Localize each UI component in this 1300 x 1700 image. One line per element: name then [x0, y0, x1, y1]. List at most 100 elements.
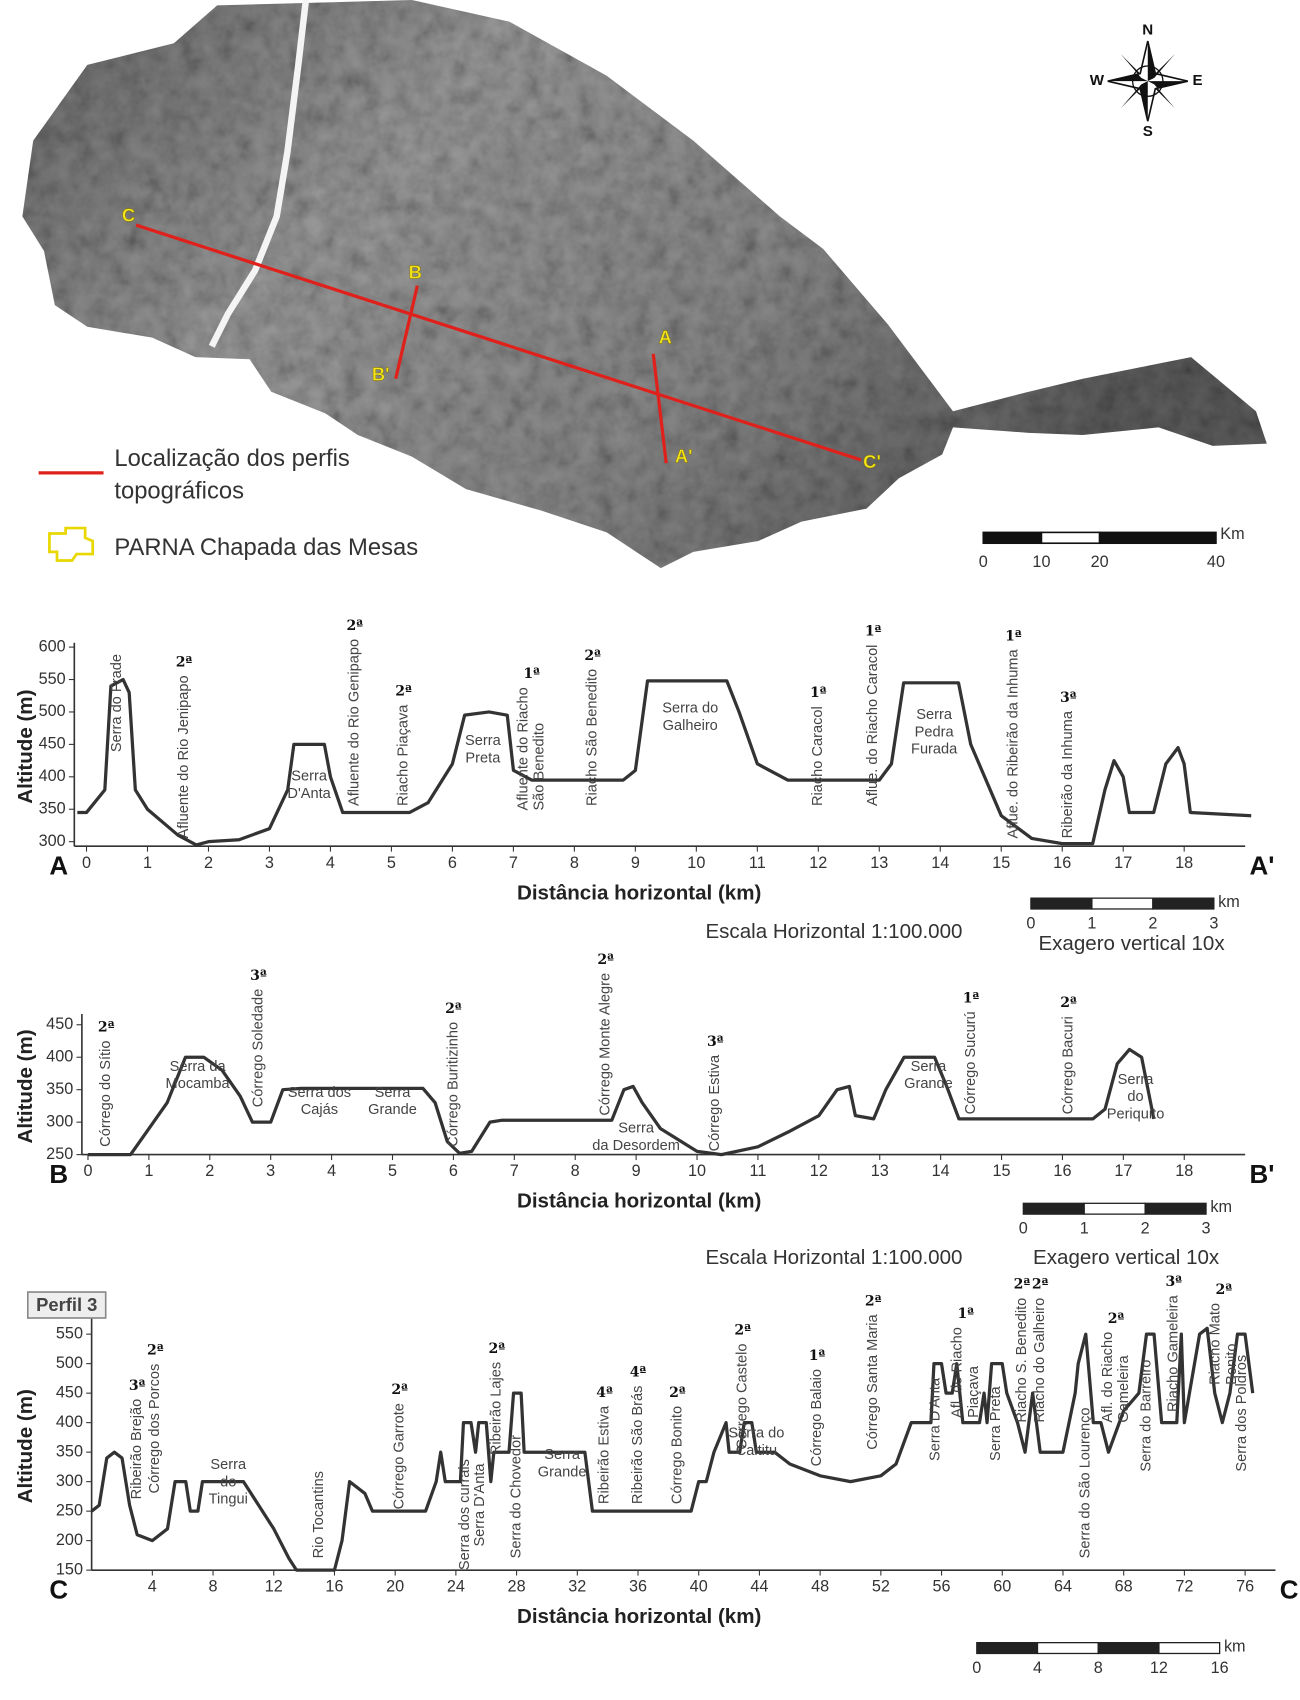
- feature-label: Aflue. do Ribeirão da Inhuma: [1005, 649, 1021, 839]
- x-tick-label: 24: [447, 1578, 465, 1596]
- stream-order: 2ª: [1108, 1311, 1125, 1327]
- scale-segment: [1098, 1643, 1159, 1654]
- compass: N E S W: [1090, 21, 1203, 140]
- y-tick-label: 400: [56, 1413, 83, 1431]
- feature-label: Córrego Estiva: [707, 1054, 723, 1151]
- scale-segment: [1038, 1643, 1099, 1654]
- relief-label: Serra: [1118, 1072, 1155, 1088]
- y-tick-label: 250: [56, 1501, 83, 1519]
- relief-label: do: [220, 1474, 236, 1490]
- stream-order: 3ª: [1060, 690, 1077, 706]
- feature-label: Afluente do Rio Genipapo: [347, 639, 363, 806]
- y-axis-title: Altitude (m): [14, 690, 37, 804]
- relief-label: Pedra: [915, 724, 955, 740]
- feature-label: Serra do Frade: [109, 654, 125, 752]
- feature-label: Ribeirão Lajes: [489, 1362, 505, 1455]
- stream-order: 2ª: [1216, 1282, 1233, 1298]
- feature-label: Aflue. do Riacho Caracol: [865, 645, 881, 806]
- figure: C B B' A A' C' Localização dos perfis to…: [0, 0, 1300, 1700]
- scale-label: 1: [1087, 914, 1096, 932]
- relief-label: Periquito: [1107, 1106, 1165, 1122]
- relief-label: Serra: [911, 1059, 948, 1075]
- feature-label: Córrego Soledade: [250, 989, 266, 1107]
- relief-label: Preta: [465, 750, 501, 766]
- x-tick-label: 20: [386, 1578, 404, 1596]
- relief-label: Mocamba: [166, 1076, 231, 1092]
- x-tick-label: 11: [749, 854, 766, 872]
- x-tick-label: 5: [388, 1162, 397, 1180]
- relief-label: Grande: [368, 1102, 417, 1118]
- y-tick-label: 350: [46, 1080, 73, 1098]
- stream-order: 2ª: [176, 654, 193, 670]
- y-tick-label: 450: [56, 1383, 83, 1401]
- relief-label: Serra: [618, 1121, 655, 1137]
- feature-label: Córrego Balaio: [809, 1369, 825, 1466]
- scale-label: 2: [1141, 1220, 1150, 1238]
- scale-label: 4: [1033, 1659, 1042, 1677]
- scale-label: 2: [1148, 914, 1157, 932]
- x-tick-label: 12: [810, 1162, 828, 1180]
- feature-label: Córrego dos Porcos: [147, 1364, 163, 1494]
- scale-label: 1: [1080, 1220, 1089, 1238]
- x-tick-label: 18: [1175, 1162, 1193, 1180]
- stream-order: 1ª: [1005, 628, 1022, 644]
- x-tick-label: 17: [1114, 1162, 1132, 1180]
- x-tick-label: 16: [325, 1578, 343, 1596]
- stream-order: 4ª: [596, 1385, 613, 1401]
- relief-label: Grande: [904, 1076, 953, 1092]
- relief-label: Serra: [544, 1447, 581, 1463]
- scale-text: Escala Horizontal 1:100.000: [705, 1246, 962, 1269]
- stream-order: 2ª: [1060, 995, 1077, 1011]
- x-tick-label: 1: [144, 1162, 153, 1180]
- scale-label: 40: [1207, 553, 1225, 571]
- legend-swatch: [49, 528, 92, 560]
- relief-label: Cajás: [301, 1102, 338, 1118]
- x-tick-label: 9: [631, 854, 640, 872]
- x-tick-label: 76: [1236, 1578, 1254, 1596]
- scale-segment: [1041, 532, 1099, 543]
- scale-label: 8: [1094, 1659, 1103, 1677]
- x-tick-label: 2: [204, 854, 213, 872]
- feature-label: Gameleira: [1116, 1354, 1132, 1422]
- x-tick-label: 12: [265, 1578, 283, 1596]
- x-tick-label: 60: [993, 1578, 1011, 1596]
- relief-label: Serra: [916, 707, 953, 723]
- x-tick-label: 7: [510, 1162, 519, 1180]
- y-tick-label: 200: [56, 1531, 83, 1549]
- y-tick-label: 300: [46, 1112, 73, 1130]
- stream-order: 2ª: [597, 952, 614, 968]
- y-tick-label: 300: [39, 832, 66, 850]
- profile-end: A': [1249, 851, 1274, 881]
- x-tick-label: 12: [809, 854, 827, 872]
- feature-label: Serra Preta: [988, 1385, 1004, 1461]
- y-tick-label: 350: [56, 1442, 83, 1460]
- x-tick-label: 7: [509, 854, 518, 872]
- feature-label: Serra dos Poldros: [1234, 1355, 1250, 1472]
- y-tick-label: 500: [39, 702, 66, 720]
- profile-chart: 3003504004505005506000123456789101112131…: [14, 618, 1274, 955]
- chart-title: Perfil 3: [36, 1294, 97, 1315]
- feature-label: Córrego do Sítio: [98, 1041, 114, 1147]
- feature-label: Ribeirão São Brás: [630, 1386, 646, 1504]
- legend-label: PARNA Chapada das Mesas: [114, 534, 418, 561]
- feature-label: Afluente do Rio Jenipapo: [176, 675, 192, 838]
- stream-order: 1ª: [809, 1348, 826, 1364]
- stream-order: 1ª: [963, 990, 980, 1006]
- scale-label: 3: [1202, 1220, 1211, 1238]
- y-tick-label: 400: [39, 767, 66, 785]
- feature-label: Riacho Piaçava: [395, 704, 411, 806]
- feature-label: Riacho do Galheiro: [1032, 1298, 1048, 1423]
- feature-label: Córrego Buritizinho: [445, 1022, 461, 1147]
- stream-order: 2ª: [98, 1020, 115, 1036]
- profile-point: B: [409, 262, 422, 283]
- stream-order: 3ª: [707, 1034, 724, 1050]
- relief-label: Serra: [210, 1457, 247, 1473]
- scale-text: Escala Horizontal 1:100.000: [705, 920, 962, 943]
- exaggeration-text: Exagero vertical 10x: [1033, 1246, 1220, 1269]
- y-tick-label: 300: [56, 1472, 83, 1490]
- scale-label: 16: [1211, 1659, 1229, 1677]
- relief-label: Serra: [291, 769, 328, 785]
- scale-label: 0: [1019, 1220, 1028, 1238]
- x-tick-label: 72: [1175, 1578, 1193, 1596]
- relief-label: Serra do: [662, 701, 718, 717]
